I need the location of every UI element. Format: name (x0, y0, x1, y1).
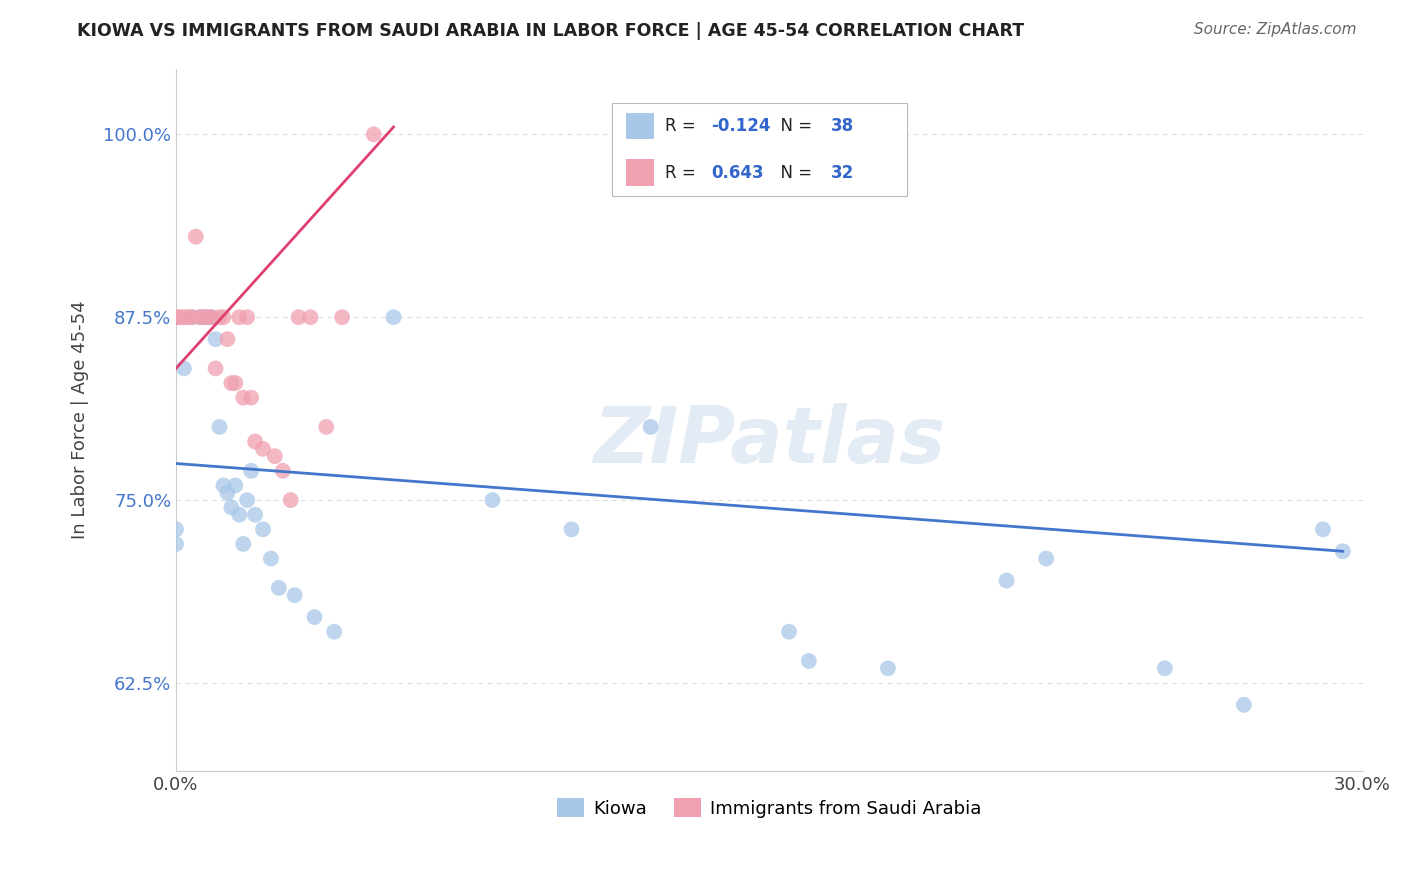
Point (193, 310, 215, 325)
Point (217, 332, 239, 346)
Point (1312, 522, 1334, 536)
Point (1035, 551, 1057, 566)
Point (243, 434, 266, 449)
Text: -0.124: -0.124 (711, 117, 770, 135)
Point (188, 310, 211, 325)
Point (315, 420, 337, 434)
Point (221, 376, 243, 390)
Point (280, 493, 302, 508)
Point (224, 478, 246, 492)
Point (267, 581, 290, 595)
Point (236, 310, 259, 325)
Point (217, 485, 239, 500)
Point (228, 310, 250, 325)
Text: Source: ZipAtlas.com: Source: ZipAtlas.com (1194, 22, 1357, 37)
Point (284, 588, 307, 602)
Point (193, 310, 215, 325)
Point (204, 332, 226, 346)
Point (212, 478, 235, 492)
Point (877, 661, 900, 675)
Text: 32: 32 (831, 164, 855, 182)
Text: ZIPatlas: ZIPatlas (593, 402, 945, 479)
Point (208, 310, 231, 325)
Point (640, 420, 662, 434)
Point (1153, 661, 1175, 675)
Point (382, 310, 405, 325)
Point (304, 610, 326, 624)
Point (323, 624, 346, 639)
Point (1331, 544, 1354, 558)
Point (173, 310, 195, 325)
Point (299, 310, 322, 325)
Point (271, 464, 294, 478)
Text: R =: R = (665, 164, 702, 182)
Point (180, 310, 202, 325)
Point (1233, 698, 1256, 712)
Point (232, 537, 254, 551)
Point (252, 442, 274, 456)
Point (197, 310, 219, 325)
Text: 38: 38 (831, 117, 853, 135)
Point (232, 391, 254, 405)
Point (560, 522, 582, 536)
Point (240, 464, 263, 478)
Point (260, 551, 283, 566)
Point (165, 537, 187, 551)
Point (287, 310, 309, 325)
Text: 0.643: 0.643 (711, 164, 763, 182)
Text: N =: N = (770, 117, 818, 135)
Point (252, 522, 274, 536)
Point (221, 500, 243, 515)
Point (204, 361, 226, 376)
Point (184, 229, 207, 244)
Legend: Kiowa, Immigrants from Saudi Arabia: Kiowa, Immigrants from Saudi Arabia (550, 791, 988, 825)
Point (188, 310, 211, 325)
Text: KIOWA VS IMMIGRANTS FROM SAUDI ARABIA IN LABOR FORCE | AGE 45-54 CORRELATION CHA: KIOWA VS IMMIGRANTS FROM SAUDI ARABIA IN… (77, 22, 1025, 40)
Text: N =: N = (770, 164, 818, 182)
Point (263, 449, 285, 463)
Point (200, 310, 222, 325)
Point (240, 391, 263, 405)
Point (224, 376, 246, 390)
Point (228, 508, 250, 522)
Point (481, 493, 503, 508)
Point (197, 310, 219, 325)
Point (173, 361, 195, 376)
Point (165, 310, 187, 325)
Point (165, 522, 187, 536)
Point (177, 310, 200, 325)
Point (200, 310, 222, 325)
Point (165, 310, 187, 325)
Point (236, 493, 259, 508)
Point (330, 310, 353, 325)
Point (995, 574, 1018, 588)
Point (797, 654, 820, 668)
Text: R =: R = (665, 117, 702, 135)
Point (169, 310, 191, 325)
Point (180, 310, 202, 325)
Point (243, 508, 266, 522)
Point (165, 310, 187, 325)
Point (363, 128, 385, 142)
Point (208, 420, 231, 434)
Point (212, 310, 235, 325)
Y-axis label: In Labor Force | Age 45-54: In Labor Force | Age 45-54 (72, 301, 89, 539)
Point (778, 624, 800, 639)
